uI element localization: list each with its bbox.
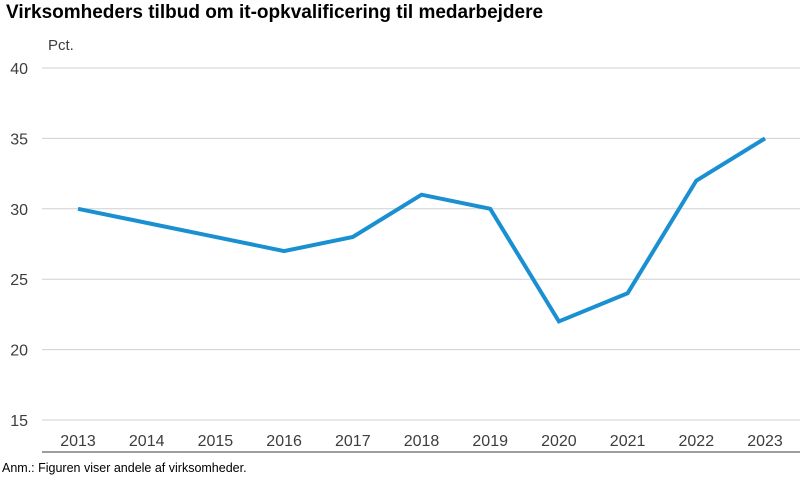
x-tick-label: 2020 (541, 433, 577, 450)
x-axis-tick-labels: 2013 2014 2015 2016 2017 2018 2019 2020 2021 2022… (60, 433, 783, 450)
x-tick-label: 2018 (404, 433, 440, 450)
y-tick-label: 20 (10, 343, 28, 360)
x-tick-label: 2016 (266, 433, 302, 450)
x-tick-label: 2017 (335, 433, 371, 450)
series-layer (77, 136, 767, 324)
y-tick-label: 40 (10, 61, 28, 78)
x-tick-label: 2019 (472, 433, 508, 450)
y-axis-unit-label: Pct. (48, 37, 74, 54)
x-tick-label: 2021 (610, 433, 646, 450)
x-tick-label: 2014 (129, 433, 165, 450)
x-tick-label: 2015 (198, 433, 234, 450)
chart-title: Virksomheders tilbud om it-opkvalificeri… (6, 2, 544, 23)
chart-note: Anm.: Figuren viser andele af virksomhed… (2, 461, 247, 475)
y-tick-label: 30 (10, 202, 28, 219)
x-tick-label: 2023 (747, 433, 783, 450)
y-axis-tick-labels: 40 35 30 25 20 15 (10, 61, 28, 430)
x-tick-label: 2022 (679, 433, 715, 450)
y-tick-label: 25 (10, 272, 28, 289)
y-tick-label: 15 (10, 413, 28, 430)
gridlines (42, 67, 800, 421)
y-tick-label: 35 (10, 131, 28, 148)
series-line (77, 136, 767, 324)
x-tick-label: 2013 (60, 433, 96, 450)
